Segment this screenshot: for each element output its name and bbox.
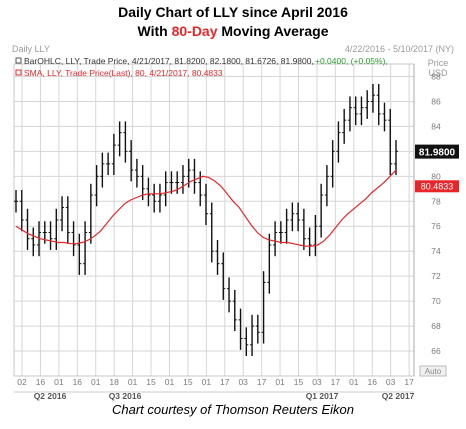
x-tick-label: 01 xyxy=(128,377,138,387)
x-tick-label: 18 xyxy=(109,377,119,387)
legend-bar-text: BarOHLC, LLY, Trade Price, 4/21/2017, 81… xyxy=(24,56,314,66)
y-tick-label: 66 xyxy=(431,346,441,356)
quarter-label: Q1 2017 xyxy=(306,391,339,401)
x-tick-label: 02 xyxy=(17,377,27,387)
y-tick-label: 72 xyxy=(431,271,441,281)
x-tick-label: 03 xyxy=(312,377,322,387)
chart-title-line2: With 80-Day Moving Average xyxy=(137,23,329,39)
x-tick-label: 01 xyxy=(91,377,101,387)
legend-bar-swatch xyxy=(15,57,22,64)
x-tick-label: 03 xyxy=(386,377,396,387)
x-tick-label: 01 xyxy=(165,377,175,387)
y-tick-label: 84 xyxy=(431,121,441,131)
x-tick-label: 15 xyxy=(146,377,156,387)
date-range: 4/22/2016 - 5/10/2017 (NY) xyxy=(345,44,454,54)
x-tick-label: 03 xyxy=(238,377,248,387)
x-tick-label: 16 xyxy=(73,377,83,387)
x-tick-label: 15 xyxy=(294,377,304,387)
x-tick-label: 17 xyxy=(404,377,414,387)
quarter-label: Q3 2016 xyxy=(109,391,142,401)
y-tick-label: 86 xyxy=(431,96,441,106)
x-tick-label: 17 xyxy=(331,377,341,387)
x-tick-label: 01 xyxy=(202,377,212,387)
x-tick-label: 01 xyxy=(54,377,64,387)
y-tick-label: 88 xyxy=(431,71,441,81)
symbol-label: Daily LLY xyxy=(12,44,50,54)
chart-caption: Chart courtesy of Thomson Reuters Eikon xyxy=(111,402,355,417)
last-price-tag-bg xyxy=(415,144,459,159)
auto-scale-button: Auto xyxy=(425,367,442,376)
x-tick-label: 15 xyxy=(183,377,193,387)
sma-tag: 80.4833 xyxy=(421,181,454,191)
x-tick-label: 01 xyxy=(275,377,285,387)
y-tick-label: 80 xyxy=(431,171,441,181)
x-tick-label: 16 xyxy=(367,377,377,387)
y-tick-label: 78 xyxy=(431,196,441,206)
y-tick-label: 68 xyxy=(431,321,441,331)
x-tick-label: 17 xyxy=(257,377,267,387)
last-price-tag: 81.9800 xyxy=(419,148,456,159)
quarter-label: Q2 2016 xyxy=(34,391,67,401)
legend-bar-change: +0.0400, (+0.05%), xyxy=(315,56,388,66)
legend-sma-text: SMA, LLY, Trade Price(Last), 80, 4/21/20… xyxy=(24,68,223,78)
chart-title-line1: Daily Chart of LLY since April 2016 xyxy=(118,4,348,20)
quarter-label: Q2 2017 xyxy=(382,391,415,401)
y-tick-label: 76 xyxy=(431,221,441,231)
x-tick-label: 17 xyxy=(220,377,230,387)
auto-scale-button-bg xyxy=(419,365,447,377)
legend-sma-swatch xyxy=(15,69,22,76)
x-tick-label: 16 xyxy=(36,377,46,387)
sma-tag-bg xyxy=(415,180,459,193)
y-tick-label: 74 xyxy=(431,246,441,256)
price-axis-label: Price xyxy=(428,58,449,68)
y-tick-label: 70 xyxy=(431,296,441,306)
sma-line xyxy=(15,169,397,247)
currency-axis-label: USD xyxy=(428,68,448,78)
x-tick-label: 01 xyxy=(349,377,359,387)
title-highlight: 80-Day xyxy=(171,23,218,39)
